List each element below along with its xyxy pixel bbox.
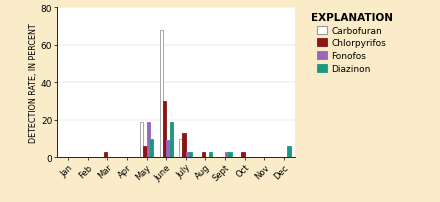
Bar [287,146,291,158]
Legend: Carbofuran, Chlorpyrifos, Fonofos, Diazinon: Carbofuran, Chlorpyrifos, Fonofos, Diazi… [309,11,394,75]
Bar [169,122,173,158]
Bar [189,152,192,158]
Bar [228,152,232,158]
Bar [183,133,186,158]
Bar [143,146,147,158]
Bar [147,122,150,158]
Bar [104,152,107,158]
Bar [163,101,166,158]
Bar [186,152,189,158]
Bar [166,141,169,158]
Bar [179,139,183,158]
Bar [160,31,163,158]
Bar [209,152,212,158]
Bar [150,139,153,158]
Bar [202,152,205,158]
Bar [242,152,245,158]
Bar [140,122,143,158]
Y-axis label: DETECTION RATE, IN PERCENT: DETECTION RATE, IN PERCENT [29,23,38,142]
Bar [225,152,228,158]
